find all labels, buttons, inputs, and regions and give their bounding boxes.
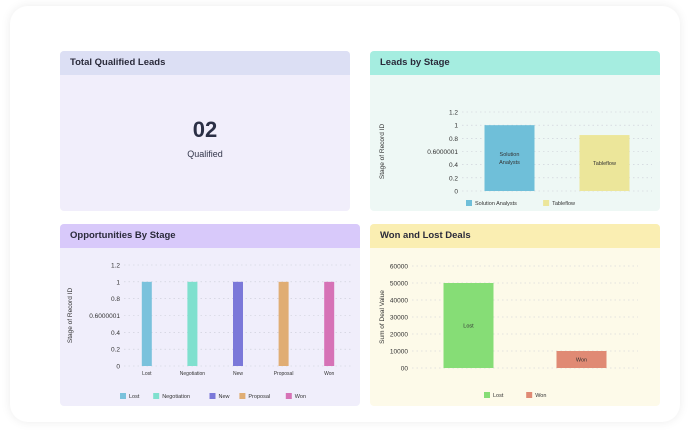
x-tick-label: Won (324, 371, 334, 377)
legend-label: Won (295, 394, 306, 400)
legend-label: Negotiation (162, 394, 190, 400)
x-tick-label: Negotiation (180, 371, 206, 377)
x-tick-label: Proposal (274, 371, 294, 377)
y-tick-label: 0.2 (449, 175, 458, 182)
y-tick-label: 0.4 (449, 162, 458, 169)
legend-label: Won (535, 393, 546, 399)
legend-swatch (484, 392, 490, 398)
leads-by-stage-card: Leads by Stage 0 0.2 0.4 0.6000001 0.8 1 1.2 St… (370, 51, 660, 211)
y-tick-label: 1 (454, 123, 458, 130)
bar-lost (443, 283, 494, 368)
y-tick-label: 0.6000001 (89, 313, 120, 320)
y-tick-label: 40000 (390, 298, 408, 305)
card-title: Total Qualified Leads (60, 51, 350, 75)
leads-by-stage-chart: 0 0.2 0.4 0.6000001 0.8 1 1.2 Stage of Record I… (379, 110, 652, 207)
bar-label: Won (576, 358, 587, 364)
bar-tableflow (579, 135, 630, 191)
legend-label: Solution Analysts (475, 201, 517, 207)
legend-swatch (466, 200, 472, 206)
kpi-label: Qualified (187, 149, 223, 159)
card-title: Opportunities By Stage (60, 224, 360, 248)
y-tick-label: 0.8 (449, 136, 458, 143)
bar-negotiation (187, 281, 198, 366)
legend-swatch (209, 393, 216, 399)
legend-label: Lost (493, 393, 504, 399)
y-tick-label: 0.2 (111, 347, 120, 354)
legend-swatch (543, 200, 550, 206)
opportunities-by-stage-chart: 0 0.2 0.4 0.6000001 0.8 1 1.2 Stage of Record I… (67, 263, 352, 400)
y-tick-label: 1.2 (111, 263, 120, 270)
y-tick-label: 1 (116, 279, 120, 286)
total-qualified-leads-card: Total Qualified Leads 02 Qualified (60, 51, 350, 211)
bar-new (233, 281, 243, 366)
bar-label: Tableflow (593, 161, 616, 167)
y-tick-label: 50000 (390, 281, 408, 288)
legend-label: Proposal (248, 394, 270, 400)
y-axis-label: Stage of Record ID (67, 288, 74, 344)
y-tick-label: 0.4 (111, 330, 120, 337)
legend-swatch (285, 393, 292, 399)
legend-label: Lost (129, 394, 140, 400)
opportunities-by-stage-card: Opportunities By Stage 0 0.2 0.4 0.6000001 0… (60, 224, 360, 406)
y-tick-label: 20000 (390, 332, 408, 339)
bar-won (556, 351, 607, 368)
y-tick-label: 0.6000001 (427, 149, 458, 156)
x-tick-label: Lost (142, 371, 152, 377)
bar-label: Analysts (499, 160, 520, 166)
card-title: Won and Lost Deals (370, 224, 660, 248)
legend-swatch (120, 393, 126, 399)
bar-label: Solution (500, 152, 520, 158)
y-tick-label: 0 (116, 364, 120, 371)
bar-solution-analysts (484, 125, 535, 191)
legend-label: New (219, 394, 230, 400)
y-tick-label: 1.2 (449, 110, 458, 117)
y-tick-label: 30000 (390, 315, 408, 322)
kpi-value: 02 (192, 117, 218, 142)
legend-swatch (153, 393, 160, 399)
bar-won (324, 281, 335, 366)
card-title: Leads by Stage (370, 51, 660, 75)
y-tick-label: 60000 (390, 264, 408, 271)
y-tick-label: 0.8 (111, 296, 120, 303)
y-axis-label: Stage of Record ID (379, 124, 386, 180)
x-tick-label: New (233, 371, 243, 377)
y-axis-label: Sum of Deal Value (379, 290, 386, 344)
legend-swatch (239, 393, 246, 399)
bar-proposal (278, 281, 289, 366)
legend-label: Tableflow (552, 201, 575, 207)
y-tick-label: 0 (454, 189, 458, 196)
y-tick-label: 10000 (390, 349, 408, 356)
won-lost-deals-card: Won and Lost Deals 00 10000 20000 30000 4000… (370, 224, 660, 406)
legend-swatch (526, 392, 533, 398)
bar-lost (141, 281, 152, 366)
bar-label: Lost (463, 324, 474, 330)
y-tick-label: 00 (401, 366, 409, 373)
won-lost-deals-chart: 00 10000 20000 30000 40000 50000 60000 Sum of D… (379, 264, 638, 399)
